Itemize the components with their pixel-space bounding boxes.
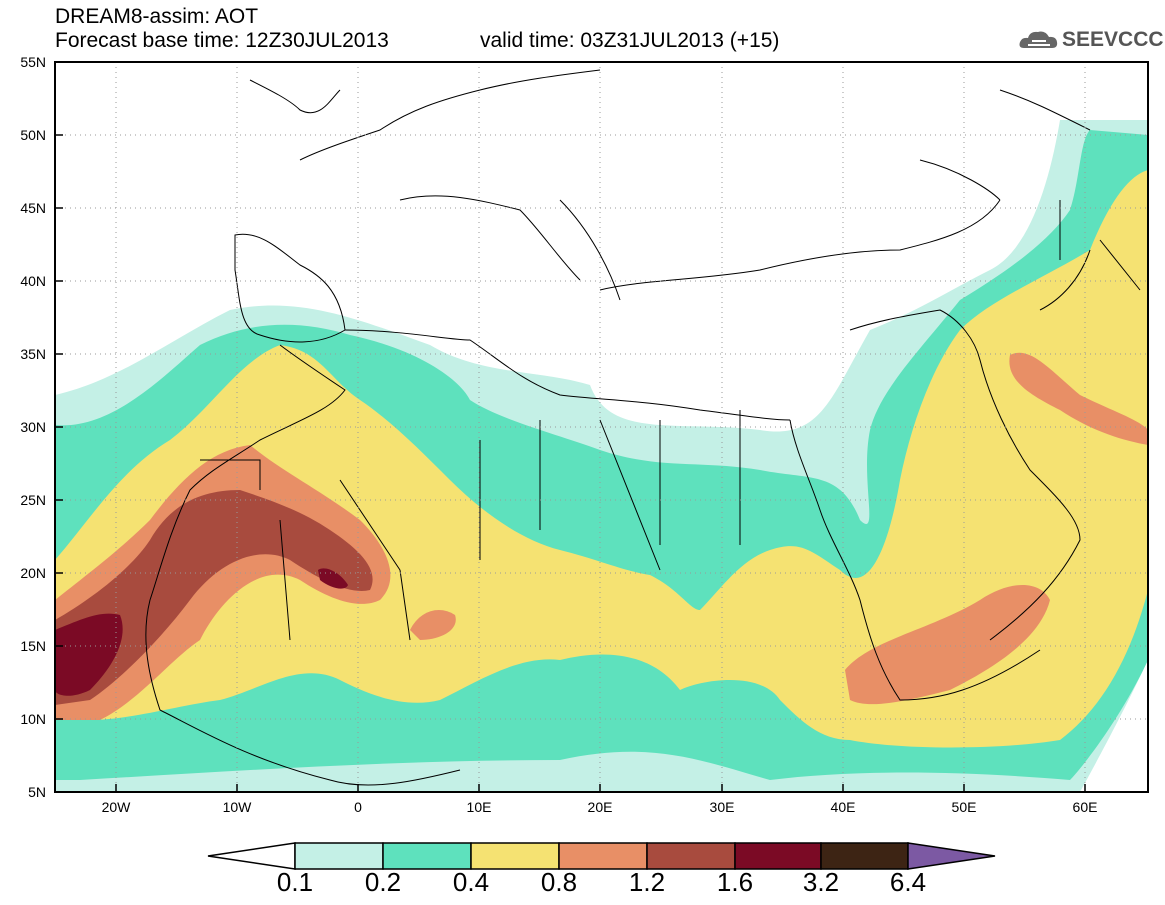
colorbar-segment — [294, 842, 384, 870]
lat-label: 30N — [20, 419, 46, 435]
colorbar — [207, 842, 996, 870]
lat-label: 15N — [20, 638, 46, 654]
colorbar-segment — [734, 842, 822, 870]
lat-label: 10N — [20, 711, 46, 727]
aot-contour-0.8b — [410, 610, 456, 640]
forecast-base-time: Forecast base time: 12Z30JUL2013 — [55, 29, 389, 52]
colorbar-label: 0.8 — [540, 867, 578, 897]
lat-label: 5N — [28, 784, 46, 800]
colorbar-segment — [470, 842, 560, 870]
lon-label: 50E — [952, 799, 977, 815]
colorbar-label: 0.2 — [364, 867, 402, 897]
lon-label: 10W — [223, 799, 253, 815]
lon-label: 60E — [1073, 799, 1098, 815]
colorbar-label: 3.2 — [802, 867, 840, 897]
lon-label: 20W — [102, 799, 132, 815]
lat-label: 35N — [20, 346, 46, 362]
coastlines — [145, 69, 1141, 786]
colorbar-label: 1.2 — [628, 867, 666, 897]
aot-contour-0.8d — [1009, 352, 1148, 445]
lat-label: 50N — [20, 127, 46, 143]
colorbar-under-triangle — [207, 842, 296, 870]
colorbar-label: 0.1 — [276, 867, 314, 897]
map-title: DREAM8-assim: AOT — [55, 5, 259, 28]
lon-label: 0 — [354, 799, 362, 815]
gridlines — [55, 62, 1148, 792]
lat-label: 20N — [20, 565, 46, 581]
valid-time: valid time: 03Z31JUL2013 (+15) — [480, 29, 780, 52]
aot-fields — [55, 120, 1148, 792]
lon-label: 40E — [831, 799, 856, 815]
axis-ticks — [55, 61, 1086, 792]
colorbar-over-triangle — [907, 842, 996, 870]
aot-contour-0.8c — [845, 585, 1050, 705]
colorbar-segment — [646, 842, 736, 870]
lat-label: 40N — [20, 273, 46, 289]
colorbar-label: 0.4 — [452, 867, 490, 897]
longitude-labels: 20W 10W 0 10E 20E 30E 40E 50E 60E — [102, 799, 1098, 815]
logo-text: SEEVCCC — [1062, 28, 1164, 51]
lon-label: 30E — [710, 799, 735, 815]
aot-contour-0.4 — [55, 170, 1148, 748]
colorbar-segment — [820, 842, 909, 870]
lon-label: 10E — [467, 799, 492, 815]
lat-label: 25N — [20, 492, 46, 508]
cloud-logo-icon — [1019, 31, 1058, 48]
lat-label: 55N — [20, 54, 46, 70]
latitude-labels: 55N 50N 45N 40N 35N 30N 25N 20N 15N 10N … — [20, 54, 46, 800]
lon-label: 20E — [588, 799, 613, 815]
colorbar-label: 1.6 — [716, 867, 754, 897]
lat-label: 45N — [20, 200, 46, 216]
aot-contour-1.6 — [55, 613, 123, 696]
colorbar-label: 6.4 — [889, 867, 927, 897]
colorbar-segment — [382, 842, 472, 870]
aot-contour-1.2 — [55, 490, 373, 705]
colorbar-segment — [558, 842, 648, 870]
